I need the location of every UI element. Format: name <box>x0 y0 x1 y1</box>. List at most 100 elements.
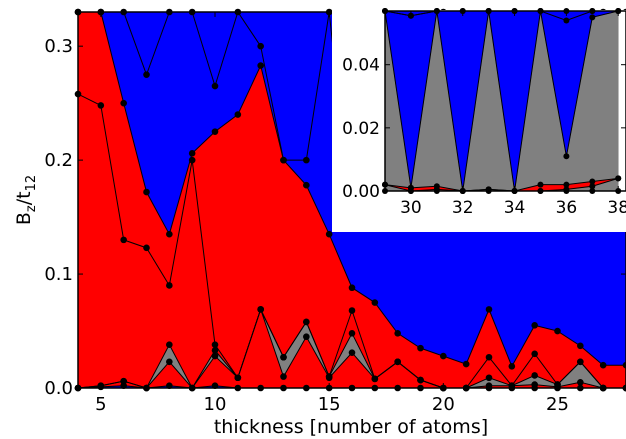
main-point-b3-6 <box>120 377 127 385</box>
main-y-tick-label-0.2: 0.2 <box>44 150 73 171</box>
main-point-b5-6 <box>120 99 127 107</box>
main-point-b6-14 <box>303 156 310 164</box>
main-point-b4-22 <box>485 353 493 361</box>
main-point-b3-24 <box>531 372 538 379</box>
main-point-b2-13 <box>280 373 287 380</box>
main-x-tick-label-10: 10 <box>204 394 227 415</box>
main-point-b4-19 <box>417 376 424 384</box>
main-point-b4-18 <box>394 358 401 366</box>
main-x-tick-label-20: 20 <box>432 394 455 415</box>
inset-point-i3-31 <box>433 183 440 190</box>
inset-x-tick-label-36: 36 <box>556 198 578 218</box>
inset-point-i3-36 <box>563 181 570 188</box>
main-point-b5-25 <box>554 327 561 335</box>
main-point-b5-8 <box>166 230 173 238</box>
main-point-b5-9 <box>188 149 196 157</box>
main-point-b3-8 <box>166 341 173 349</box>
inset-point-i4-37 <box>589 14 596 21</box>
inset-point-i5-36 <box>563 17 570 24</box>
main-point-b2-26 <box>577 379 584 386</box>
main-point-b4-7 <box>143 244 150 252</box>
main-point-b2-16 <box>348 349 356 356</box>
main-point-b5-16 <box>348 284 356 292</box>
inset-point-i4-36 <box>563 153 570 160</box>
inset-x-tick-label-38: 38 <box>607 198 626 218</box>
inset-y-tick-label-0: 0.00 <box>342 182 380 202</box>
main-point-b6-7 <box>143 71 150 78</box>
main-point-b4-8 <box>166 282 173 289</box>
main-y-axis: 0.0 0.1 0.2 0.3 <box>44 36 626 399</box>
main-point-b5-27 <box>599 361 607 369</box>
inset-point-i2-37 <box>589 183 596 190</box>
main-point-b5-23 <box>508 363 516 370</box>
main-x-tick-label-5: 5 <box>95 394 106 415</box>
main-point-b5-20 <box>440 352 447 360</box>
main-point-b4-15 <box>325 373 333 380</box>
main-point-b5-18 <box>394 330 401 337</box>
main-point-b4-24 <box>531 350 538 358</box>
main-point-b5-19 <box>417 344 424 352</box>
main-point-b5-22 <box>485 306 493 313</box>
inset-point-i3-35 <box>537 181 544 188</box>
main-point-b6-12 <box>257 42 264 50</box>
main-point-b2-14 <box>303 333 310 341</box>
main-point-b5-10 <box>211 128 219 135</box>
main-point-b4-10 <box>211 341 219 349</box>
main-point-b3-16 <box>348 330 356 337</box>
main-point-b4-13 <box>280 353 287 361</box>
main-point-b4-11 <box>234 374 242 382</box>
main-point-b5-28 <box>622 361 626 369</box>
inset-y-tick-label-0.02: 0.02 <box>342 119 380 139</box>
main-point-b5-12 <box>257 62 264 69</box>
main-point-b3-22 <box>485 374 493 382</box>
main-y-tick-label-0.1: 0.1 <box>44 264 73 285</box>
inset-boundary-line-i4 <box>385 11 619 191</box>
y-axis-label-mid: /t <box>13 191 35 205</box>
main-point-b4-14 <box>303 318 310 326</box>
main-point-b5-24 <box>531 322 538 329</box>
x-axis-label: thickness [number of atoms] <box>214 416 488 438</box>
main-point-b3-10 <box>211 347 219 354</box>
y-axis-label-sub2: 12 <box>24 175 39 192</box>
inset-y-axis: 0.00 0.02 0.04 <box>342 56 626 202</box>
main-point-b6-10 <box>211 82 219 90</box>
main-x-tick-label-15: 15 <box>318 394 341 415</box>
inset-x-tick-label-32: 32 <box>452 198 474 218</box>
main-point-b4-26 <box>577 358 584 366</box>
main-point-b5-26 <box>577 342 584 350</box>
inset-boundary-line-i3 <box>385 177 619 191</box>
inset-boundary-line-i6 <box>385 11 619 17</box>
main-y-tick-label-0: 0.0 <box>44 378 73 399</box>
main-point-b5-21 <box>462 360 470 368</box>
main-point-b5-11 <box>234 111 242 118</box>
main-point-b4-5 <box>97 102 105 109</box>
main-point-b6-13 <box>280 156 287 164</box>
main-point-b4-17 <box>371 375 379 383</box>
main-point-b5-17 <box>371 299 379 306</box>
main-point-b4-9 <box>188 156 196 164</box>
inset-plot-frame <box>384 10 626 192</box>
main-point-b4-6 <box>120 236 127 244</box>
inset-x-axis: 30 32 34 36 38 <box>400 11 626 218</box>
main-y-tick-label-0.3: 0.3 <box>44 36 73 57</box>
main-point-b4-16 <box>348 307 356 314</box>
inset-boundary-lines <box>385 11 619 191</box>
main-x-axis: 5 10 15 20 25 <box>95 12 569 415</box>
main-point-b5-7 <box>143 188 150 196</box>
main-point-b2-24 <box>531 381 538 388</box>
inset-x-tick-label-30: 30 <box>400 198 422 218</box>
inset-point-i3-38 <box>615 175 622 182</box>
main-point-b2-8 <box>166 358 173 366</box>
main-point-b4-12 <box>257 306 264 313</box>
y-axis-label-sub1: z <box>24 205 39 212</box>
inset-x-tick-label-34: 34 <box>504 198 526 218</box>
inset-plot: 30 32 34 36 38 0.00 0.02 0.04 <box>332 8 626 232</box>
y-axis-label: Bz/t12 <box>13 175 39 225</box>
inset-point-i3-37 <box>589 178 596 185</box>
main-x-tick-label-25: 25 <box>546 394 569 415</box>
inset-y-tick-label-0.04: 0.04 <box>342 56 380 76</box>
main-point-b2-10 <box>211 352 219 360</box>
y-axis-label-main: B <box>13 212 35 225</box>
main-point-b5-14 <box>303 181 310 189</box>
